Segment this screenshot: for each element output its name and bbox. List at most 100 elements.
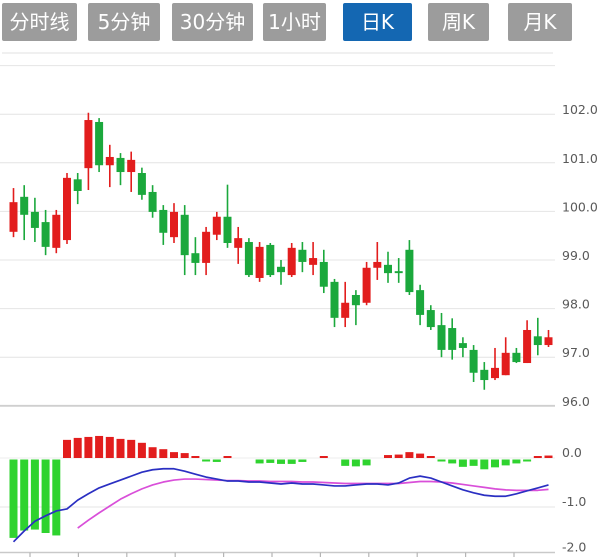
candle-body	[512, 352, 521, 363]
candle-body	[277, 266, 285, 273]
candle-body	[180, 214, 189, 256]
candle-body	[266, 244, 275, 276]
macd-bar	[458, 459, 467, 467]
macd-bar	[202, 459, 211, 462]
candle-body	[501, 352, 510, 376]
axis-tick-label: 96.0	[562, 394, 590, 409]
macd-bar	[212, 459, 221, 462]
macd-lines-layer	[12, 467, 549, 543]
price-axis-labels: 102.0 101.0 100.0 99.0 98.0 97.0 96.0	[562, 102, 598, 409]
macd-bar	[469, 459, 478, 466]
tab-monthly-k[interactable]: 月K	[508, 3, 572, 41]
macd-bar	[448, 459, 457, 464]
macd-bar	[95, 435, 104, 458]
candle-body	[491, 367, 499, 379]
tab-timeline[interactable]: 分时线	[2, 3, 77, 41]
macd-bar	[255, 459, 264, 464]
axis-tick-label: 0.0	[562, 445, 582, 460]
candle-body	[373, 261, 382, 268]
candle-body	[223, 216, 232, 243]
macd-bar	[266, 459, 275, 463]
candle-body	[41, 222, 50, 247]
macd-bar	[9, 459, 18, 538]
candle-body	[341, 302, 350, 318]
axis-tick-label: 98.0	[562, 297, 590, 312]
candle-body	[544, 337, 553, 346]
macd-bar	[180, 453, 189, 458]
candle-body	[52, 214, 61, 248]
tab-1hour[interactable]: 1小时	[263, 3, 326, 41]
candle-body	[244, 242, 253, 276]
macd-bar	[159, 449, 168, 458]
dea-line	[77, 478, 549, 529]
timeframe-tabbar: 分时线 5分钟 30分钟 1小时 日K 周K 月K	[0, 0, 604, 48]
macd-bar	[298, 459, 307, 462]
macd-bar	[116, 438, 125, 458]
macd-bar	[341, 459, 350, 466]
macd-bar	[362, 459, 371, 466]
candles-layer	[9, 112, 553, 390]
candle-body	[437, 325, 446, 350]
candle-body	[469, 349, 478, 373]
macd-bar	[384, 455, 392, 458]
macd-bar	[501, 459, 510, 466]
tab-30min[interactable]: 30分钟	[172, 3, 253, 41]
axis-tick-label: 102.0	[562, 102, 598, 117]
macd-bar	[533, 456, 542, 458]
macd-bar	[277, 459, 285, 464]
macd-bar	[287, 459, 296, 464]
macd-bar	[20, 459, 29, 531]
candle-body	[84, 120, 93, 169]
candle-body	[255, 246, 264, 278]
candle-body	[309, 258, 318, 265]
candle-body	[448, 328, 457, 350]
tab-5min[interactable]: 5分钟	[88, 3, 160, 41]
macd-bar	[426, 456, 435, 458]
candle-body	[170, 211, 178, 238]
tab-daily-k[interactable]: 日K	[343, 3, 412, 41]
macd-bar	[480, 459, 489, 470]
macd-bar	[41, 459, 50, 533]
candle-body	[73, 179, 82, 191]
macd-bar	[84, 436, 93, 458]
macd-bar	[63, 439, 71, 458]
candle-body	[426, 310, 435, 328]
candle-body	[159, 209, 168, 233]
candle-body	[287, 247, 296, 276]
macd-bar	[437, 459, 446, 462]
macd-bar	[73, 437, 82, 458]
candle-body	[362, 267, 371, 303]
macd-bar	[170, 452, 178, 458]
macd-bar	[319, 456, 328, 458]
macd-bar	[127, 439, 136, 458]
candle-body	[330, 281, 339, 318]
macd-bar	[405, 452, 414, 458]
candle-body	[191, 253, 200, 263]
candle-body	[394, 271, 403, 274]
macd-axis-labels: 0.0 -1.0 -2.0	[562, 445, 586, 555]
macd-bar	[191, 456, 200, 458]
candle-body	[20, 196, 29, 215]
macd-bar	[148, 447, 157, 458]
macd-bar	[544, 455, 553, 458]
candle-body	[458, 343, 467, 348]
candle-body	[298, 249, 307, 262]
macd-bar	[105, 436, 114, 458]
macd-bar	[512, 459, 521, 464]
candle-body	[137, 173, 146, 195]
candle-body	[212, 216, 221, 235]
axis-tick-label: 100.0	[562, 199, 598, 214]
candle-body	[405, 249, 414, 293]
axis-tick-label: 99.0	[562, 248, 590, 263]
candle-body	[148, 191, 157, 212]
candle-body	[30, 211, 39, 228]
candle-body	[63, 177, 71, 241]
tab-weekly-k[interactable]: 周K	[428, 3, 489, 41]
candle-body	[480, 369, 489, 381]
axis-tick-label: 101.0	[562, 151, 598, 166]
macd-bar	[137, 442, 146, 458]
axis-tick-label: 97.0	[562, 345, 590, 360]
time-axis	[0, 551, 555, 557]
candle-body	[351, 294, 360, 306]
